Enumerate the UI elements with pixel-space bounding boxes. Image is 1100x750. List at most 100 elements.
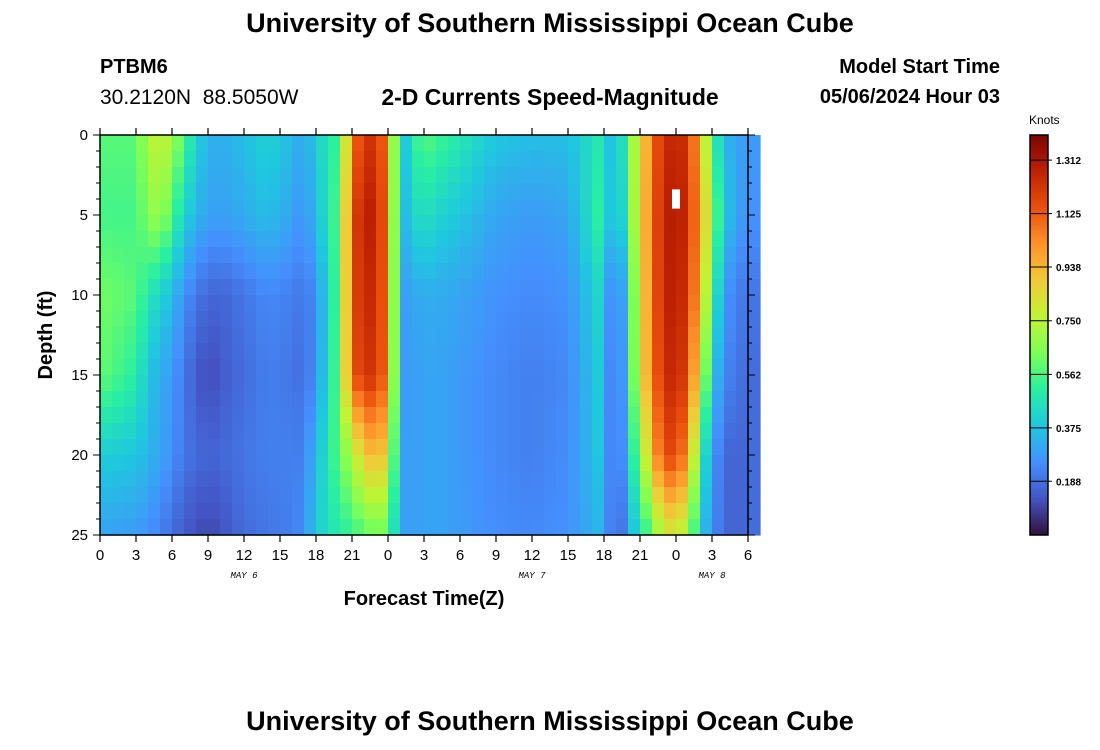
heatmap-cell — [148, 407, 161, 424]
colorbar-ticks: 0.188 0.375 0.562 0.750 0.938 1.125 1.312 — [1030, 156, 1081, 488]
heatmap-cell — [496, 247, 509, 264]
heatmap-cell — [244, 327, 257, 344]
heatmap-cell — [520, 471, 533, 488]
heatmap-cell — [580, 183, 593, 200]
heatmap-cell — [160, 471, 173, 488]
heatmap-cell — [256, 311, 269, 328]
heatmap-cell — [460, 279, 473, 296]
heatmap-cell — [568, 407, 581, 424]
heatmap-cell — [148, 359, 161, 376]
heatmap-cell — [232, 359, 245, 376]
heatmap-cell — [712, 199, 725, 216]
heatmap-cell — [100, 519, 113, 536]
heatmap-cell — [268, 215, 281, 232]
heatmap-cell — [220, 471, 233, 488]
heatmap-cell — [136, 151, 149, 168]
heatmap-cell — [496, 199, 509, 216]
heatmap-cell — [724, 247, 737, 264]
heatmap-cell — [244, 151, 257, 168]
heatmap-cell — [724, 135, 737, 152]
heatmap-cell — [112, 135, 125, 152]
heatmap-cell — [532, 423, 545, 440]
heatmap-cell — [220, 199, 233, 216]
heatmap-cell — [352, 391, 365, 408]
heatmap-cell — [112, 215, 125, 232]
heatmap-cell — [364, 439, 377, 456]
heatmap-cell — [352, 135, 365, 152]
heatmap-cell — [592, 407, 605, 424]
heatmap-cell — [700, 487, 713, 504]
heatmap-cell — [340, 455, 353, 472]
heatmap-cell — [652, 455, 665, 472]
heatmap-cell — [388, 167, 401, 184]
heatmap-cell — [724, 503, 737, 520]
heatmap-cell — [544, 183, 557, 200]
heatmap-cell — [232, 263, 245, 280]
heatmap-cell — [436, 455, 449, 472]
heatmap-cell — [448, 279, 461, 296]
heatmap-cell — [460, 455, 473, 472]
heatmap-cell — [124, 183, 137, 200]
heatmap-cell — [112, 167, 125, 184]
heatmap-cell — [400, 311, 413, 328]
heatmap-cell — [220, 215, 233, 232]
heatmap-cell — [100, 215, 113, 232]
heatmap-cell — [496, 231, 509, 248]
heatmap-cell — [148, 455, 161, 472]
heatmap-cell — [280, 295, 293, 312]
heatmap-cell — [340, 295, 353, 312]
heatmap-cell — [400, 343, 413, 360]
heatmap-cell — [448, 487, 461, 504]
heatmap-cell — [568, 279, 581, 296]
heatmap-cell — [424, 519, 437, 536]
heatmap-cell — [376, 231, 389, 248]
heatmap-cell — [580, 135, 593, 152]
heatmap-cell — [100, 439, 113, 456]
heatmap-cell — [640, 391, 653, 408]
heatmap-cell — [448, 247, 461, 264]
heatmap-cell — [484, 519, 497, 536]
heatmap-cell — [676, 455, 689, 472]
heatmap-cell — [436, 231, 449, 248]
heatmap-cell — [328, 167, 341, 184]
heatmap-cell — [544, 439, 557, 456]
heatmap-cell — [124, 359, 137, 376]
heatmap-cell — [220, 519, 233, 536]
heatmap-cell — [604, 391, 617, 408]
heatmap-cell — [568, 455, 581, 472]
heatmap-cell — [628, 167, 641, 184]
heatmap-cell — [508, 439, 521, 456]
heatmap-cell — [340, 343, 353, 360]
heatmap-cell — [112, 311, 125, 328]
heatmap-cell — [304, 295, 317, 312]
heatmap-cell — [748, 167, 761, 184]
heatmap-cell — [280, 455, 293, 472]
heatmap-cell — [412, 199, 425, 216]
heatmap-cell — [148, 311, 161, 328]
heatmap-cell — [424, 279, 437, 296]
page-title: University of Southern Mississippi Ocean… — [246, 8, 854, 38]
heatmap-cell — [712, 263, 725, 280]
heatmap-cell — [196, 135, 209, 152]
heatmap-cell — [640, 455, 653, 472]
heatmap-cell — [352, 503, 365, 520]
heatmap-cell — [508, 311, 521, 328]
heatmap-cell — [748, 215, 761, 232]
x-tick-label: 18 — [596, 547, 613, 564]
heatmap-cell — [628, 439, 641, 456]
heatmap-cell — [316, 199, 329, 216]
heatmap-cell — [400, 471, 413, 488]
heatmap-cell — [436, 343, 449, 360]
heatmap-cell — [304, 359, 317, 376]
heatmap-cell — [160, 279, 173, 296]
heatmap-cell — [304, 231, 317, 248]
heatmap-cell — [328, 311, 341, 328]
heatmap-cell — [460, 407, 473, 424]
heatmap-cell — [292, 279, 305, 296]
heatmap-cell — [412, 151, 425, 168]
heatmap-cell — [160, 199, 173, 216]
model-start-time: 05/06/2024 Hour 03 — [819, 86, 1000, 108]
heatmap-cell — [448, 263, 461, 280]
heatmap-cell — [352, 231, 365, 248]
heatmap-cell — [388, 423, 401, 440]
